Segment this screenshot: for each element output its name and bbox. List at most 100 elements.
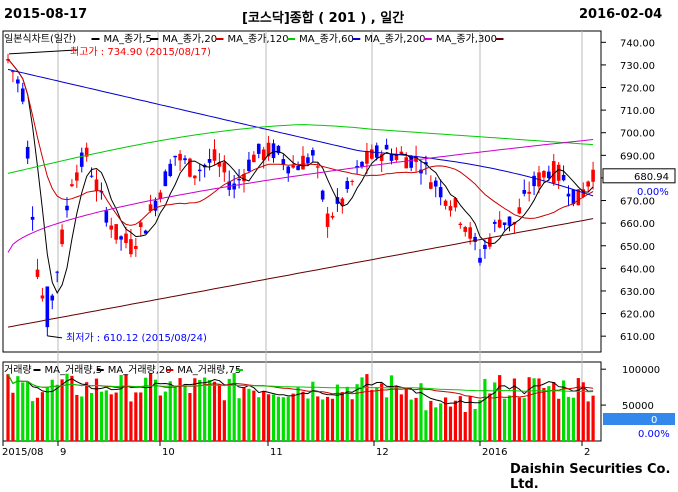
candle-body-96 <box>478 257 482 263</box>
volume-bar-51 <box>257 397 261 441</box>
chart-header: 2015-08-17 [코스닥]종합 ( 201 ) , 일간 2016-02-… <box>0 0 678 30</box>
candle-body-7 <box>40 295 45 299</box>
volume-bar-21 <box>109 394 113 441</box>
candle-body-100 <box>497 219 502 228</box>
price-tick-label-8: 690.00 <box>620 151 655 162</box>
candle-body-0 <box>6 59 10 61</box>
volume-bar-29 <box>148 373 153 441</box>
candle-body-42 <box>212 149 217 161</box>
volume-bar-33 <box>168 381 172 441</box>
candle-body-91 <box>453 198 458 208</box>
candle-body-114 <box>566 193 571 197</box>
x-tick-label-1: 9 <box>60 447 66 458</box>
price-tick-label-5: 660.00 <box>620 219 655 230</box>
candle-body-69 <box>345 181 350 190</box>
price-tick-label-3: 640.00 <box>620 264 655 275</box>
volume-bar-37 <box>188 393 192 441</box>
volume-bar-52 <box>262 391 266 441</box>
volume-bar-56 <box>281 397 285 441</box>
candle-body-43 <box>217 162 222 167</box>
volume-legend-label-3: MA_거래량,75 <box>177 364 241 376</box>
price-current-value: 680.94 <box>634 172 669 183</box>
volume-current-box <box>603 413 675 425</box>
candle-body-62 <box>311 150 315 156</box>
candle-body-31 <box>158 192 163 200</box>
candle-body-4 <box>25 146 30 159</box>
price-tick-label-12: 730.00 <box>620 61 655 72</box>
price-legend-label-4: MA_종가,60 <box>299 33 354 45</box>
volume-bar-39 <box>198 379 202 441</box>
candle-body-85 <box>424 162 428 165</box>
volume-bar-102 <box>507 395 512 441</box>
volume-bar-58 <box>291 393 295 441</box>
candle-body-101 <box>502 222 507 226</box>
candle-body-81 <box>404 157 409 169</box>
candle-body-41 <box>207 159 212 163</box>
volume-bar-40 <box>203 377 207 441</box>
volume-tick-label-1: 100000 <box>622 365 660 376</box>
candle-body-116 <box>576 189 581 206</box>
candle-body-119 <box>591 169 595 182</box>
candle-body-21 <box>109 225 114 230</box>
candle-body-106 <box>527 191 531 194</box>
candle-body-57 <box>286 166 291 174</box>
candle-body-70 <box>350 180 354 182</box>
volume-bar-47 <box>237 398 241 441</box>
volume-bar-8 <box>45 386 49 441</box>
volume-bar-7 <box>40 392 45 441</box>
x-tick-label-5: 2016 <box>482 447 507 458</box>
candle-body-86 <box>429 182 433 189</box>
candle-body-52 <box>261 149 266 161</box>
volume-bar-44 <box>222 400 226 441</box>
volume-bar-12 <box>65 373 69 441</box>
price-legend-label-5: MA_종가,200 <box>364 33 425 45</box>
candle-body-47 <box>237 179 241 181</box>
volume-bar-117 <box>581 382 585 441</box>
candle-body-93 <box>463 227 468 232</box>
volume-bar-72 <box>360 377 364 441</box>
candle-body-5 <box>30 216 35 220</box>
volume-current-change: 0.00% <box>638 429 670 440</box>
volume-bar-81 <box>404 387 408 441</box>
volume-bar-78 <box>389 375 394 441</box>
volume-legend-label-1: MA_거래량,5 <box>45 364 103 376</box>
x-tick-label-6: 2 <box>584 447 590 458</box>
volume-bar-18 <box>94 378 99 441</box>
volume-bar-16 <box>85 382 89 441</box>
candle-body-64 <box>320 190 325 200</box>
volume-legend-label-0: 거래량 <box>4 364 32 376</box>
candle-body-99 <box>492 221 497 224</box>
candle-body-25 <box>129 239 133 255</box>
volume-bar-63 <box>316 396 320 441</box>
volume-bar-93 <box>463 411 467 441</box>
candle-body-22 <box>114 224 118 240</box>
volume-bar-111 <box>552 382 556 441</box>
volume-bar-26 <box>134 392 138 441</box>
volume-bar-89 <box>443 397 448 441</box>
volume-bar-2 <box>16 376 20 441</box>
candle-body-111 <box>551 161 556 184</box>
price-tick-label-2: 630.00 <box>620 287 655 298</box>
end-date: 2016-02-04 <box>579 7 663 22</box>
volume-bar-76 <box>380 383 384 441</box>
candle-body-107 <box>532 175 536 187</box>
candle-body-82 <box>409 156 413 168</box>
candle-body-110 <box>547 171 551 179</box>
volume-bar-49 <box>247 388 251 441</box>
price-tick-label-6: 670.00 <box>620 197 655 208</box>
volume-bar-87 <box>434 407 438 441</box>
x-tick-label-4: 12 <box>376 447 389 458</box>
candle-body-68 <box>340 198 345 206</box>
volume-bar-103 <box>512 378 517 441</box>
volume-bar-95 <box>473 408 477 441</box>
vol-ma75-line <box>7 373 594 393</box>
candle-body-112 <box>556 164 561 181</box>
volume-bar-100 <box>498 375 502 441</box>
candle-body-56 <box>281 159 286 165</box>
price-tick-label-11: 720.00 <box>620 84 655 95</box>
price-legend-label-0: 일본식차트(일간) <box>4 33 76 45</box>
volume-bar-71 <box>355 384 359 441</box>
candle-body-75 <box>374 145 379 158</box>
volume-bar-48 <box>242 388 246 441</box>
